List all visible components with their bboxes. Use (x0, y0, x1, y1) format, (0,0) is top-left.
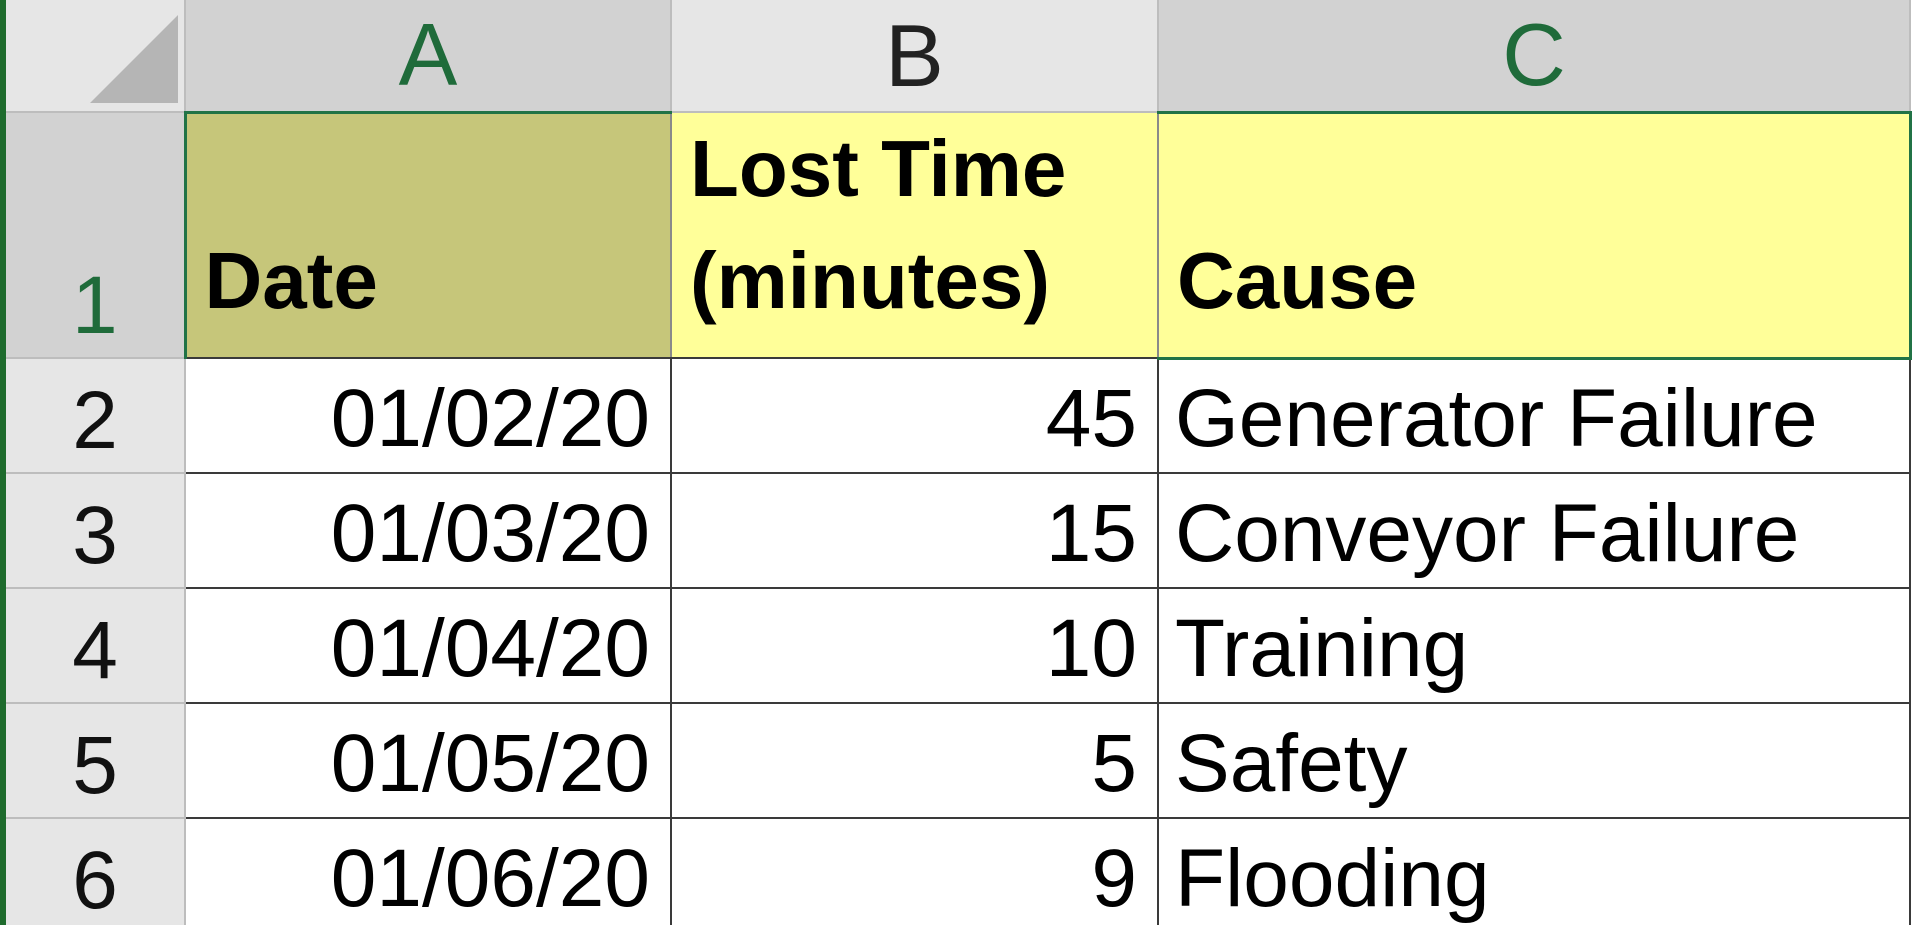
row-header-4[interactable]: 4 (6, 588, 186, 704)
table-row: 3 01/03/20 15 Conveyor Failure (6, 473, 1911, 589)
cell-a1-date-header[interactable]: Date (183, 110, 672, 359)
cell-b4[interactable]: 10 (671, 588, 1159, 704)
cell-c2[interactable]: Generator Failure (1158, 358, 1911, 474)
cell-c5[interactable]: Safety (1158, 703, 1911, 819)
cell-b5[interactable]: 5 (671, 703, 1159, 819)
cell-a6[interactable]: 01/06/20 (185, 818, 672, 925)
column-header-a[interactable]: A (185, 0, 672, 114)
cell-b2[interactable]: 45 (671, 358, 1159, 474)
column-header-c[interactable]: C (1158, 0, 1911, 114)
cell-a5[interactable]: 01/05/20 (185, 703, 672, 819)
table-row: 6 01/06/20 9 Flooding (6, 818, 1911, 925)
table-row-header: 1 Date Lost Time (minutes) Cause (6, 110, 1912, 360)
row-header-1[interactable]: 1 (6, 112, 187, 359)
cell-c3[interactable]: Conveyor Failure (1158, 473, 1911, 589)
table-row: 5 01/05/20 5 Safety (6, 703, 1911, 819)
column-header-b[interactable]: B (671, 0, 1159, 113)
cell-a3[interactable]: 01/03/20 (185, 473, 672, 589)
lost-time-header-line1: Lost Time (690, 124, 1067, 213)
table-row: 2 01/02/20 45 Generator Failure (6, 358, 1911, 474)
select-all-button[interactable] (6, 0, 186, 113)
row-header-3[interactable]: 3 (6, 473, 186, 589)
row-header-6[interactable]: 6 (6, 818, 186, 925)
cell-b1-lost-time-header[interactable]: Lost Time (minutes) (671, 112, 1159, 359)
column-header-row: A B C (6, 0, 1911, 114)
lost-time-header-line2: (minutes) (690, 236, 1050, 325)
window-edge (0, 0, 6, 925)
cell-c6[interactable]: Flooding (1158, 818, 1911, 925)
cell-c1-cause-header[interactable]: Cause (1157, 110, 1912, 360)
row-header-2[interactable]: 2 (6, 358, 186, 474)
cell-c4[interactable]: Training (1158, 588, 1911, 704)
cell-grid: A B C 1 Date Lost Time (minutes) Cause 2 … (6, 0, 1912, 925)
cell-b3[interactable]: 15 (671, 473, 1159, 589)
table-row: 4 01/04/20 10 Training (6, 588, 1911, 704)
cell-a4[interactable]: 01/04/20 (185, 588, 672, 704)
cell-a2[interactable]: 01/02/20 (185, 358, 672, 474)
select-all-triangle-icon (90, 15, 178, 103)
row-header-5[interactable]: 5 (6, 703, 186, 819)
cell-b6[interactable]: 9 (671, 818, 1159, 925)
